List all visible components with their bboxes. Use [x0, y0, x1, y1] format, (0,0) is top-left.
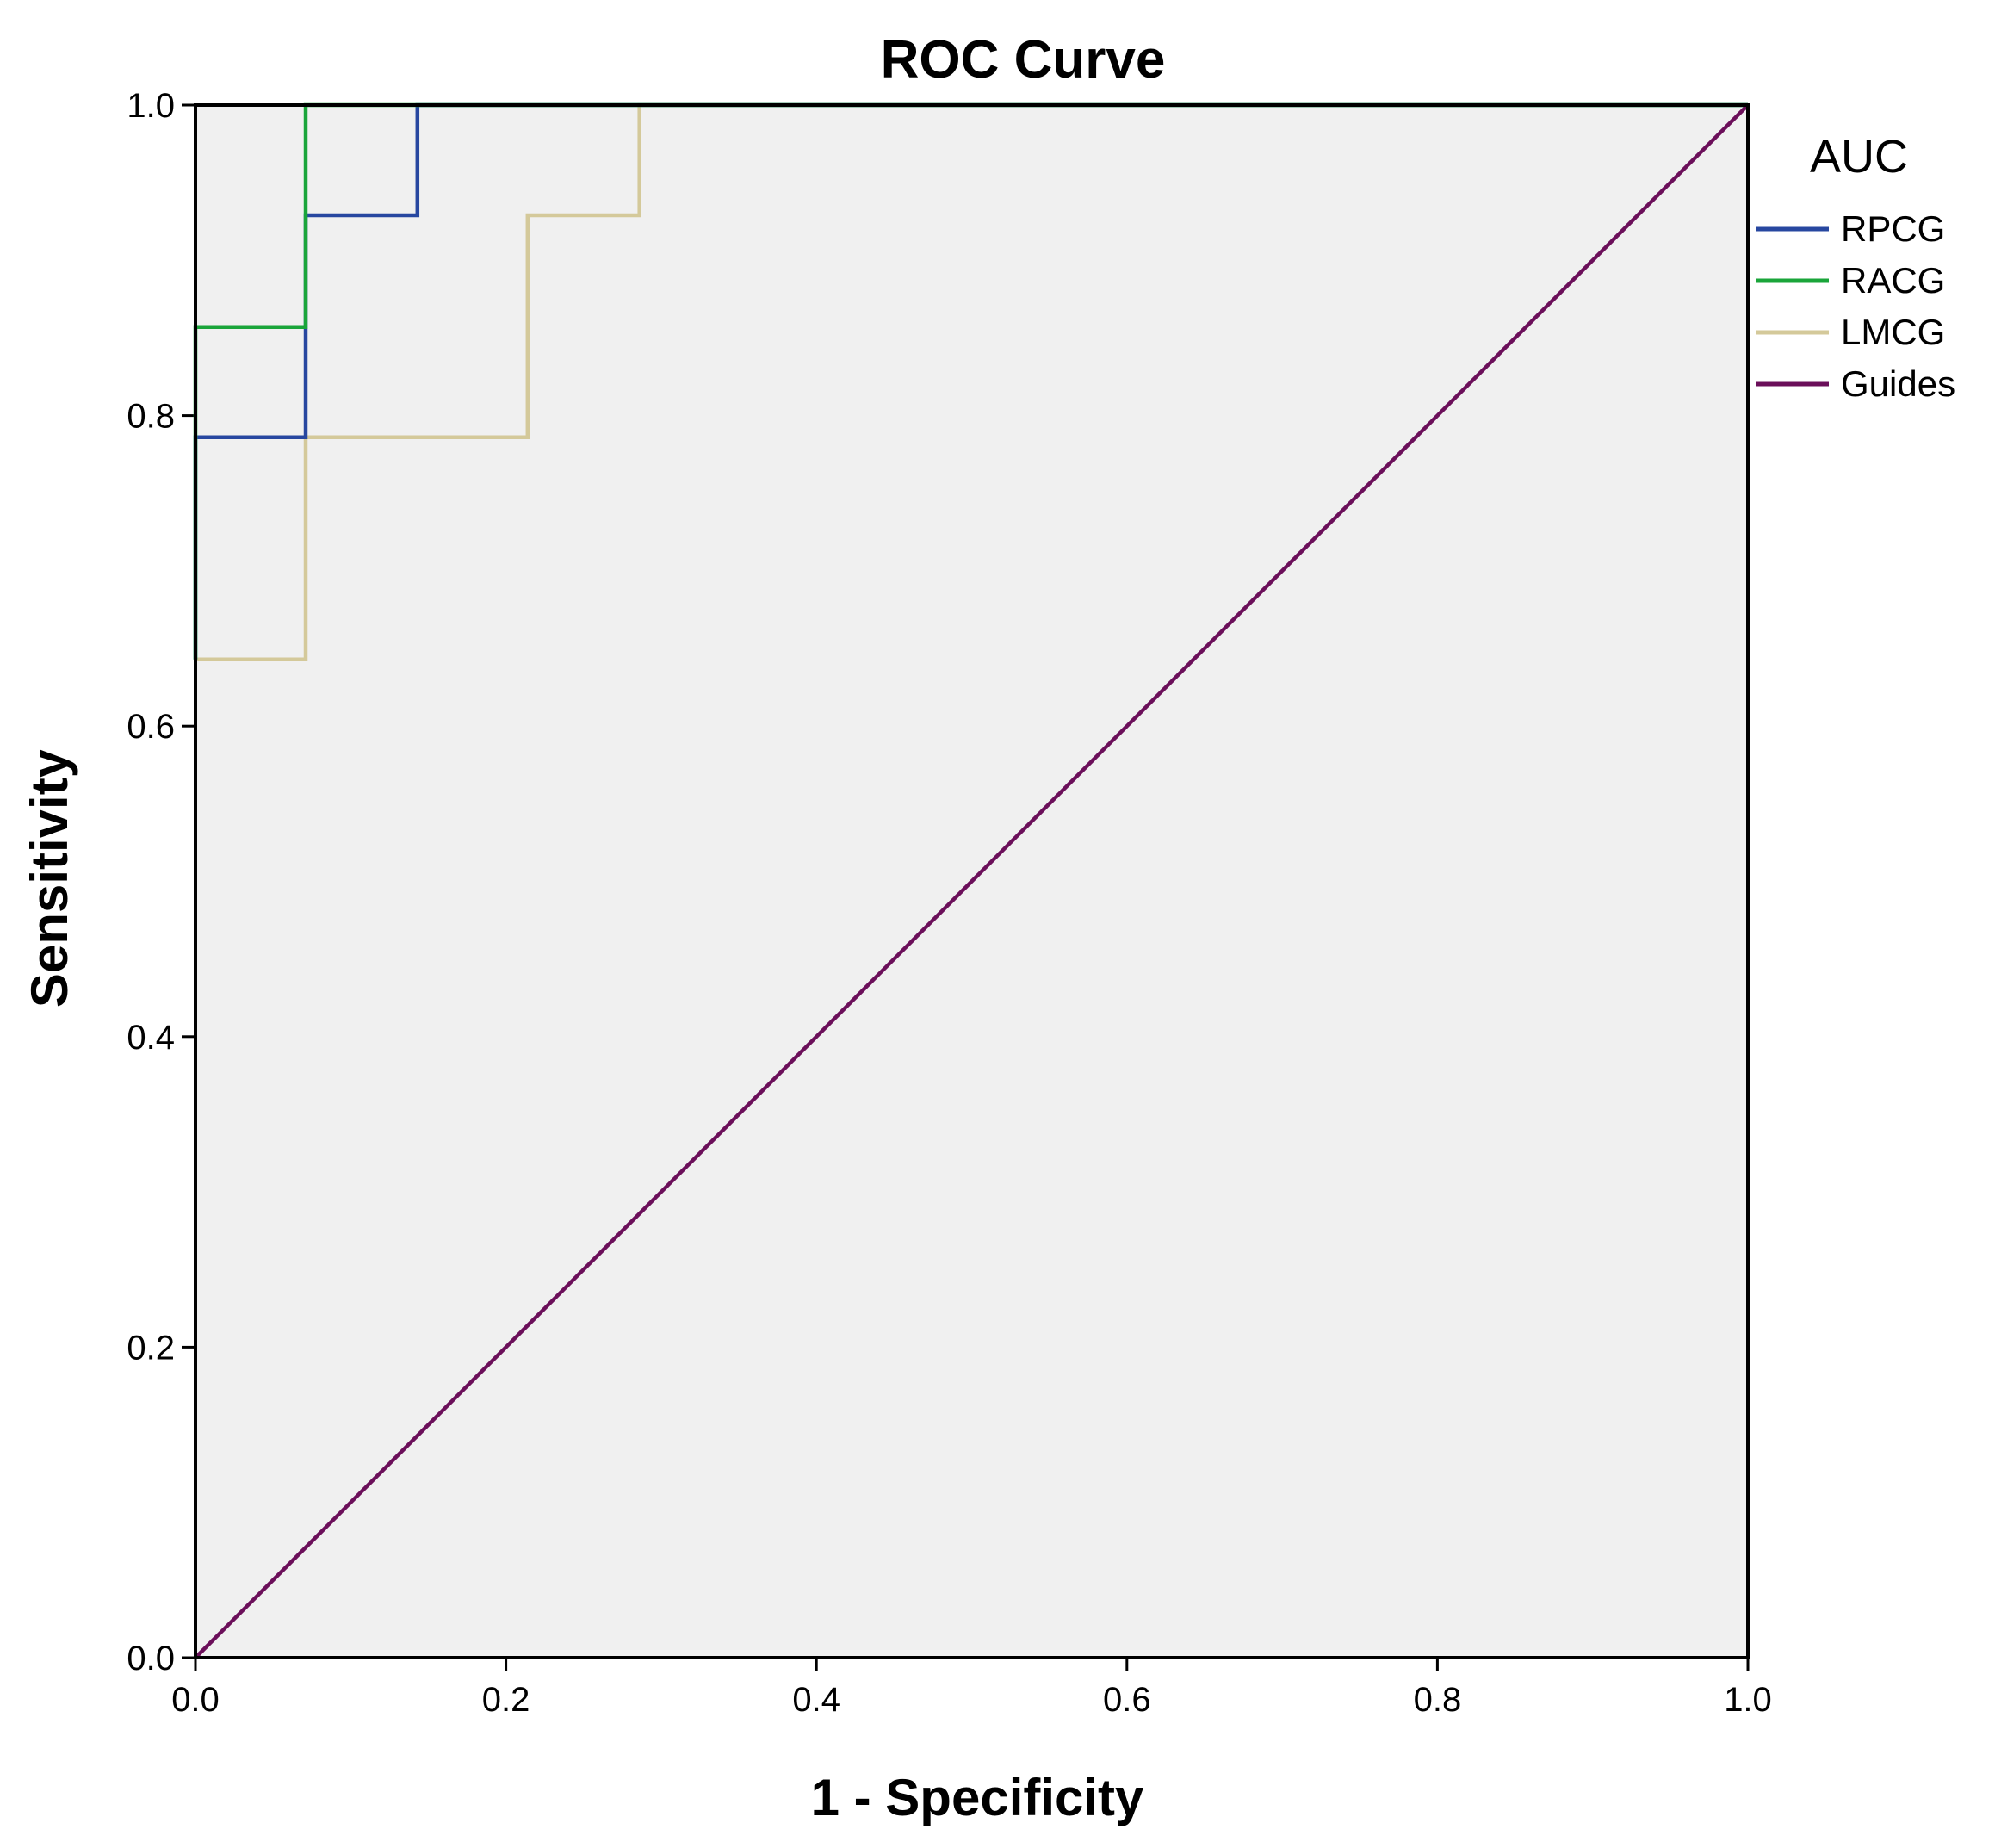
- x-tick-label: 0.4: [792, 1681, 840, 1719]
- legend-label-guides: Guides: [1841, 363, 1955, 404]
- y-tick-label: 1.0: [127, 87, 175, 125]
- legend-label-racg: RACG: [1841, 260, 1945, 301]
- x-tick-label: 0.8: [1414, 1681, 1462, 1719]
- chart-title: ROC Curve: [881, 30, 1166, 90]
- y-tick-label: 0.4: [127, 1019, 175, 1057]
- x-axis-label: 1 - Specificity: [811, 1769, 1144, 1826]
- y-axis-ticks: 0.0 0.2 0.4 0.6 0.8 1.0: [127, 87, 195, 1677]
- legend-title: AUC: [1810, 131, 1908, 183]
- x-tick-label: 1.0: [1724, 1681, 1772, 1719]
- y-tick-label: 0.0: [127, 1640, 175, 1677]
- x-axis-ticks: 0.0 0.2 0.4 0.6 0.8 1.0: [171, 1658, 1772, 1719]
- y-tick-label: 0.8: [127, 398, 175, 436]
- legend-label-lmcg: LMCG: [1841, 312, 1945, 352]
- y-tick-label: 0.6: [127, 708, 175, 746]
- y-tick-label: 0.2: [127, 1329, 175, 1367]
- legend: AUC RPCG RACG LMCG Guides: [1756, 131, 1955, 404]
- y-axis-label: Sensitivity: [21, 748, 78, 1008]
- legend-label-rpcg: RPCG: [1841, 208, 1945, 249]
- series-line-lmcg: [195, 102, 1748, 661]
- x-tick-label: 0.0: [171, 1681, 220, 1719]
- series-line-guides: [194, 103, 1750, 1659]
- plot-border: [194, 103, 1750, 1659]
- x-tick-label: 0.6: [1103, 1681, 1151, 1719]
- x-tick-label: 0.2: [482, 1681, 530, 1719]
